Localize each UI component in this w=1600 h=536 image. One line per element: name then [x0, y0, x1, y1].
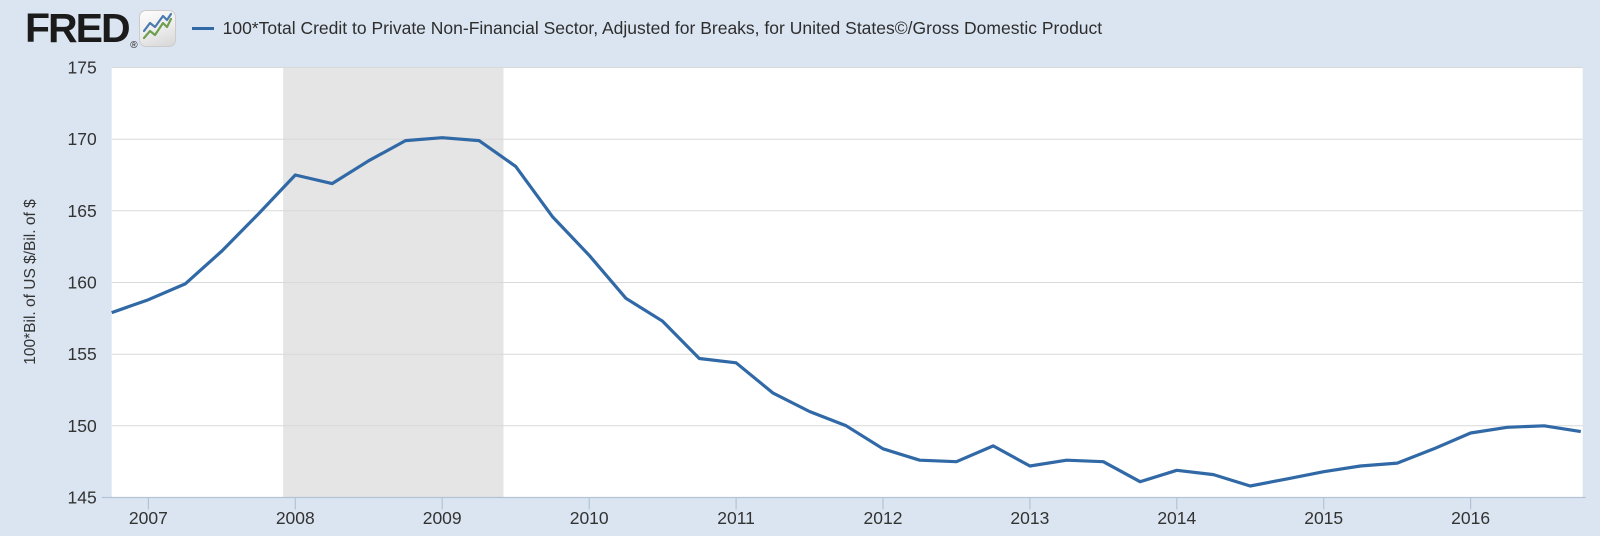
registered-trademark-symbol: ®: [130, 39, 138, 51]
series-title: 100*Total Credit to Private Non-Financia…: [222, 17, 1103, 38]
x-tick-label: 2008: [276, 508, 315, 528]
x-tick-label: 2009: [423, 508, 462, 528]
fred-logo[interactable]: FRED ®: [25, 4, 139, 51]
y-tick-label: 145: [67, 488, 96, 508]
y-tick-label: 170: [67, 129, 96, 149]
x-tick-label: 2011: [717, 508, 755, 528]
x-tick-label: 2007: [129, 508, 168, 528]
x-tick-label: 2013: [1010, 508, 1049, 528]
data-series-line[interactable]: [111, 136, 1582, 488]
y-tick-label: 150: [67, 416, 96, 436]
x-tick-label: 2012: [864, 508, 903, 528]
zigzag-lines-icon: [142, 12, 172, 39]
fred-logo-text: FRED: [25, 4, 131, 51]
x-tick-label: 2016: [1451, 508, 1490, 528]
fred-logo-chart-icon: [138, 9, 176, 47]
series-legend: 100*Total Credit to Private Non-Financia…: [191, 17, 1103, 39]
y-tick-label: 155: [67, 344, 96, 364]
y-tick-label: 165: [67, 201, 96, 221]
series-color-dash: [191, 26, 214, 30]
icon-blue-line: [142, 12, 172, 32]
x-tick-label: 2015: [1304, 508, 1343, 528]
y-tick-label: 160: [67, 273, 96, 293]
y-tick-label: 175: [67, 58, 96, 78]
x-tick-label: 2010: [570, 508, 609, 528]
icon-green-line: [142, 17, 172, 39]
x-tick-label: 2014: [1157, 508, 1196, 528]
chart-header: FRED ® 100*Total Credit to Private Non-Fi…: [0, 0, 1600, 56]
y-axis-title: 100*Bil. of US $/Bil. of $: [22, 199, 39, 365]
